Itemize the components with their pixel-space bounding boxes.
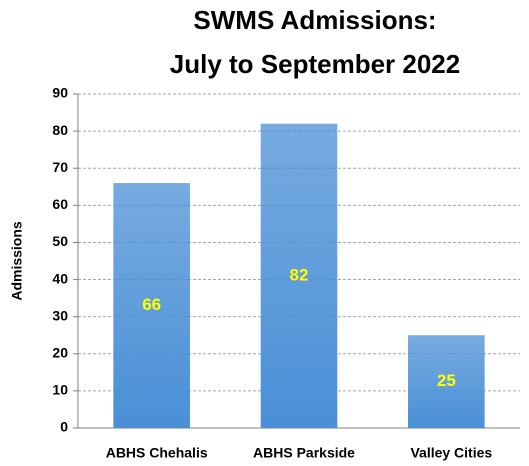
x-tick-label: ABHS Chehalis — [106, 445, 208, 461]
y-tick-label: 40 — [52, 270, 68, 286]
y-tick-label: 90 — [52, 85, 68, 101]
data-label: 25 — [437, 371, 456, 390]
y-tick-label: 70 — [52, 159, 68, 175]
data-label: 66 — [142, 295, 161, 314]
chart-title-line: SWMS Admissions: — [193, 5, 436, 35]
y-tick-label: 80 — [52, 122, 68, 138]
chart-title-line: July to September 2022 — [170, 49, 460, 79]
x-tick-label: Valley Cities — [410, 445, 492, 461]
y-tick-label: 60 — [52, 196, 68, 212]
bar — [260, 123, 338, 428]
y-tick-label: 0 — [60, 419, 68, 435]
chart-title: SWMS Admissions: July to September 2022 — [170, 5, 460, 79]
x-tick-label: ABHS Parkside — [253, 445, 355, 461]
y-tick-label: 50 — [52, 233, 68, 249]
y-tick-label: 10 — [52, 382, 68, 398]
bar — [113, 183, 190, 428]
data-label: 82 — [290, 265, 309, 284]
y-axis-label: Admissions — [9, 221, 25, 301]
bar — [408, 335, 485, 428]
plot-area: 0 10 20 30 40 50 60 70 80 90 ABHS Chehalis 66 ABHS P… — [52, 85, 520, 461]
y-tick-label: 20 — [52, 344, 68, 360]
y-tick-label: 30 — [52, 307, 68, 323]
